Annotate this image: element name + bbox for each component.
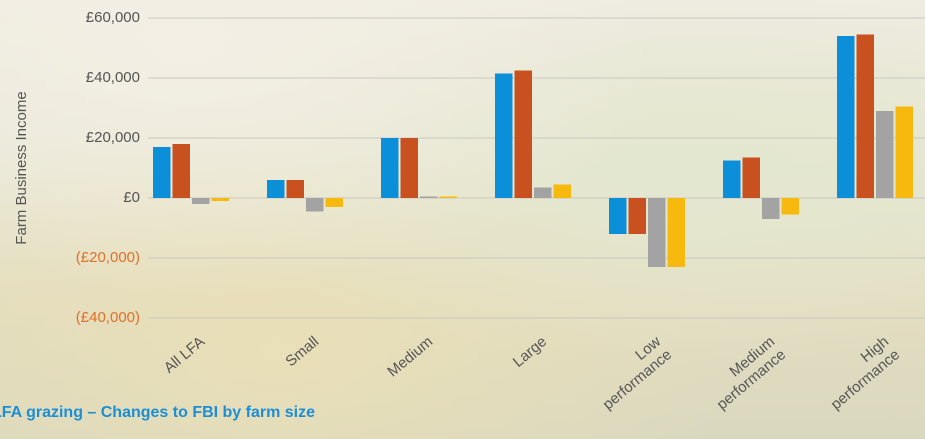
bar [420,196,438,198]
x-tick-label: Small [282,333,322,370]
y-tick-label: (£40,000) [76,309,140,326]
bar [400,138,418,198]
y-axis-label: Farm Business Income [13,91,30,244]
bar [306,198,324,212]
bar [439,196,457,198]
bar [495,73,513,198]
bar [192,198,210,204]
y-tick-label: £40,000 [86,69,140,86]
bar [514,70,532,198]
bar [837,36,855,198]
x-tick-label: Medium [384,333,436,380]
bar [628,198,646,234]
bar [742,157,760,198]
bar [781,198,799,215]
y-tick-label: £60,000 [86,9,140,26]
bar [876,111,894,198]
x-tick-label: All LFA [161,333,208,377]
x-tick-label: Highperformance [817,333,903,413]
bar [325,198,343,207]
bar [609,198,627,234]
bar [286,180,304,198]
x-tick-label: Lowperformance [589,333,675,413]
bar [723,160,741,198]
x-tick-label: Mediumperformance [703,333,789,413]
chart-title: LFA grazing – Changes to FBI by farm siz… [0,404,315,421]
bar [667,198,685,267]
bar [648,198,666,267]
bar [153,147,171,198]
bar [762,198,780,219]
bar [267,180,285,198]
bar [553,184,571,198]
bar [172,144,190,198]
bar [534,187,552,198]
y-tick-label: £0 [123,189,140,206]
x-tick-label: Large [510,333,550,371]
y-tick-label: £20,000 [86,129,140,146]
bar [856,34,874,198]
bar [381,138,399,198]
bar [211,198,229,201]
bar [895,106,913,198]
y-tick-label: (£20,000) [76,249,140,266]
